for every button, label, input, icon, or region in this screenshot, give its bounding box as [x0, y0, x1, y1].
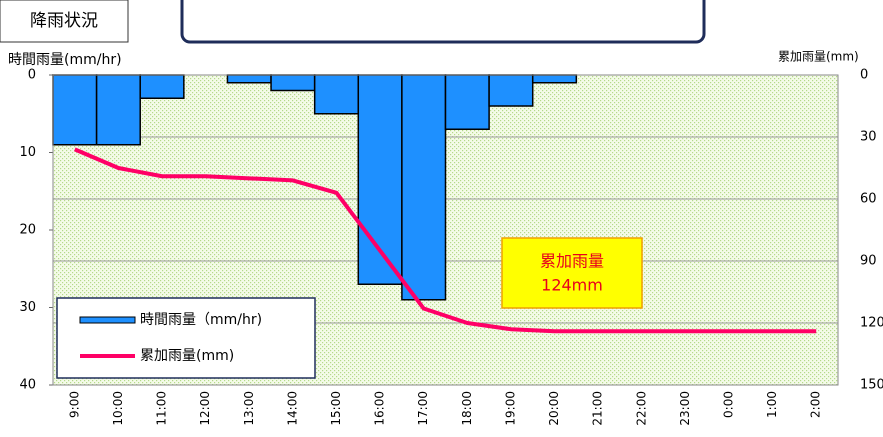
y-tick-label: 30 [19, 300, 36, 315]
bar [52, 74, 98, 146]
x-tick-label: 16:00 [373, 391, 387, 426]
legend-label: 時間雨量（mm/hr) [140, 312, 262, 328]
header-box [180, 0, 706, 44]
y-tick-label: 40 [19, 378, 36, 393]
y-tick-label: 10 [19, 145, 36, 160]
x-tick-label: 0:00 [721, 391, 735, 418]
title-box [0, 0, 129, 43]
y2-tick-label: 90 [860, 254, 877, 269]
bar [95, 74, 141, 146]
bar [444, 74, 490, 130]
x-tick-label: 12:00 [198, 391, 212, 426]
y2-tick-label: 120 [860, 316, 883, 331]
bar [270, 74, 316, 92]
x-tick-label: 14:00 [285, 391, 299, 426]
x-tick-label: 19:00 [503, 391, 517, 426]
annotation-text: 累加雨量 [540, 252, 604, 271]
x-tick-label: 17:00 [416, 391, 430, 426]
legend-label: 累加雨量(mm) [140, 348, 234, 364]
line [74, 147, 817, 334]
y2-tick-label: 0 [860, 68, 868, 83]
x-tick-label: 11:00 [155, 391, 169, 426]
bar [226, 74, 272, 84]
bar [401, 74, 447, 301]
x-tick-label: 22:00 [634, 391, 648, 426]
y2-tick-label: 60 [860, 192, 877, 207]
y-tick-label: 0 [28, 68, 36, 83]
x-tick-label: 15:00 [329, 391, 343, 426]
legend-swatch [79, 316, 136, 324]
bar [488, 74, 534, 107]
x-tick-label: 21:00 [591, 391, 605, 426]
x-tick-label: 1:00 [765, 391, 779, 418]
y-tick-label: 20 [19, 223, 36, 238]
x-tick-label: 23:00 [678, 391, 692, 426]
annotation-text: 124mm [541, 276, 603, 295]
x-tick-label: 9:00 [67, 391, 81, 418]
y2-axis-label: 累加雨量(mm) [778, 50, 859, 64]
plot-border [52, 74, 839, 386]
legend [56, 297, 316, 379]
bar [531, 74, 578, 84]
y-axis-label: 時間雨量(mm/hr) [8, 52, 122, 68]
x-tick-label: 13:00 [242, 391, 256, 426]
y2-tick-label: 30 [860, 130, 877, 145]
x-tick-label: 18:00 [460, 391, 474, 426]
x-tick-label: 10:00 [111, 391, 125, 426]
annotation-box [501, 237, 643, 309]
x-tick-label: 20:00 [547, 391, 561, 426]
bar [313, 74, 360, 115]
bar [139, 74, 185, 99]
x-tick-label: 2:00 [809, 391, 823, 418]
y2-tick-label: 150 [860, 378, 883, 393]
chart-title: 降雨状況 [30, 11, 98, 31]
